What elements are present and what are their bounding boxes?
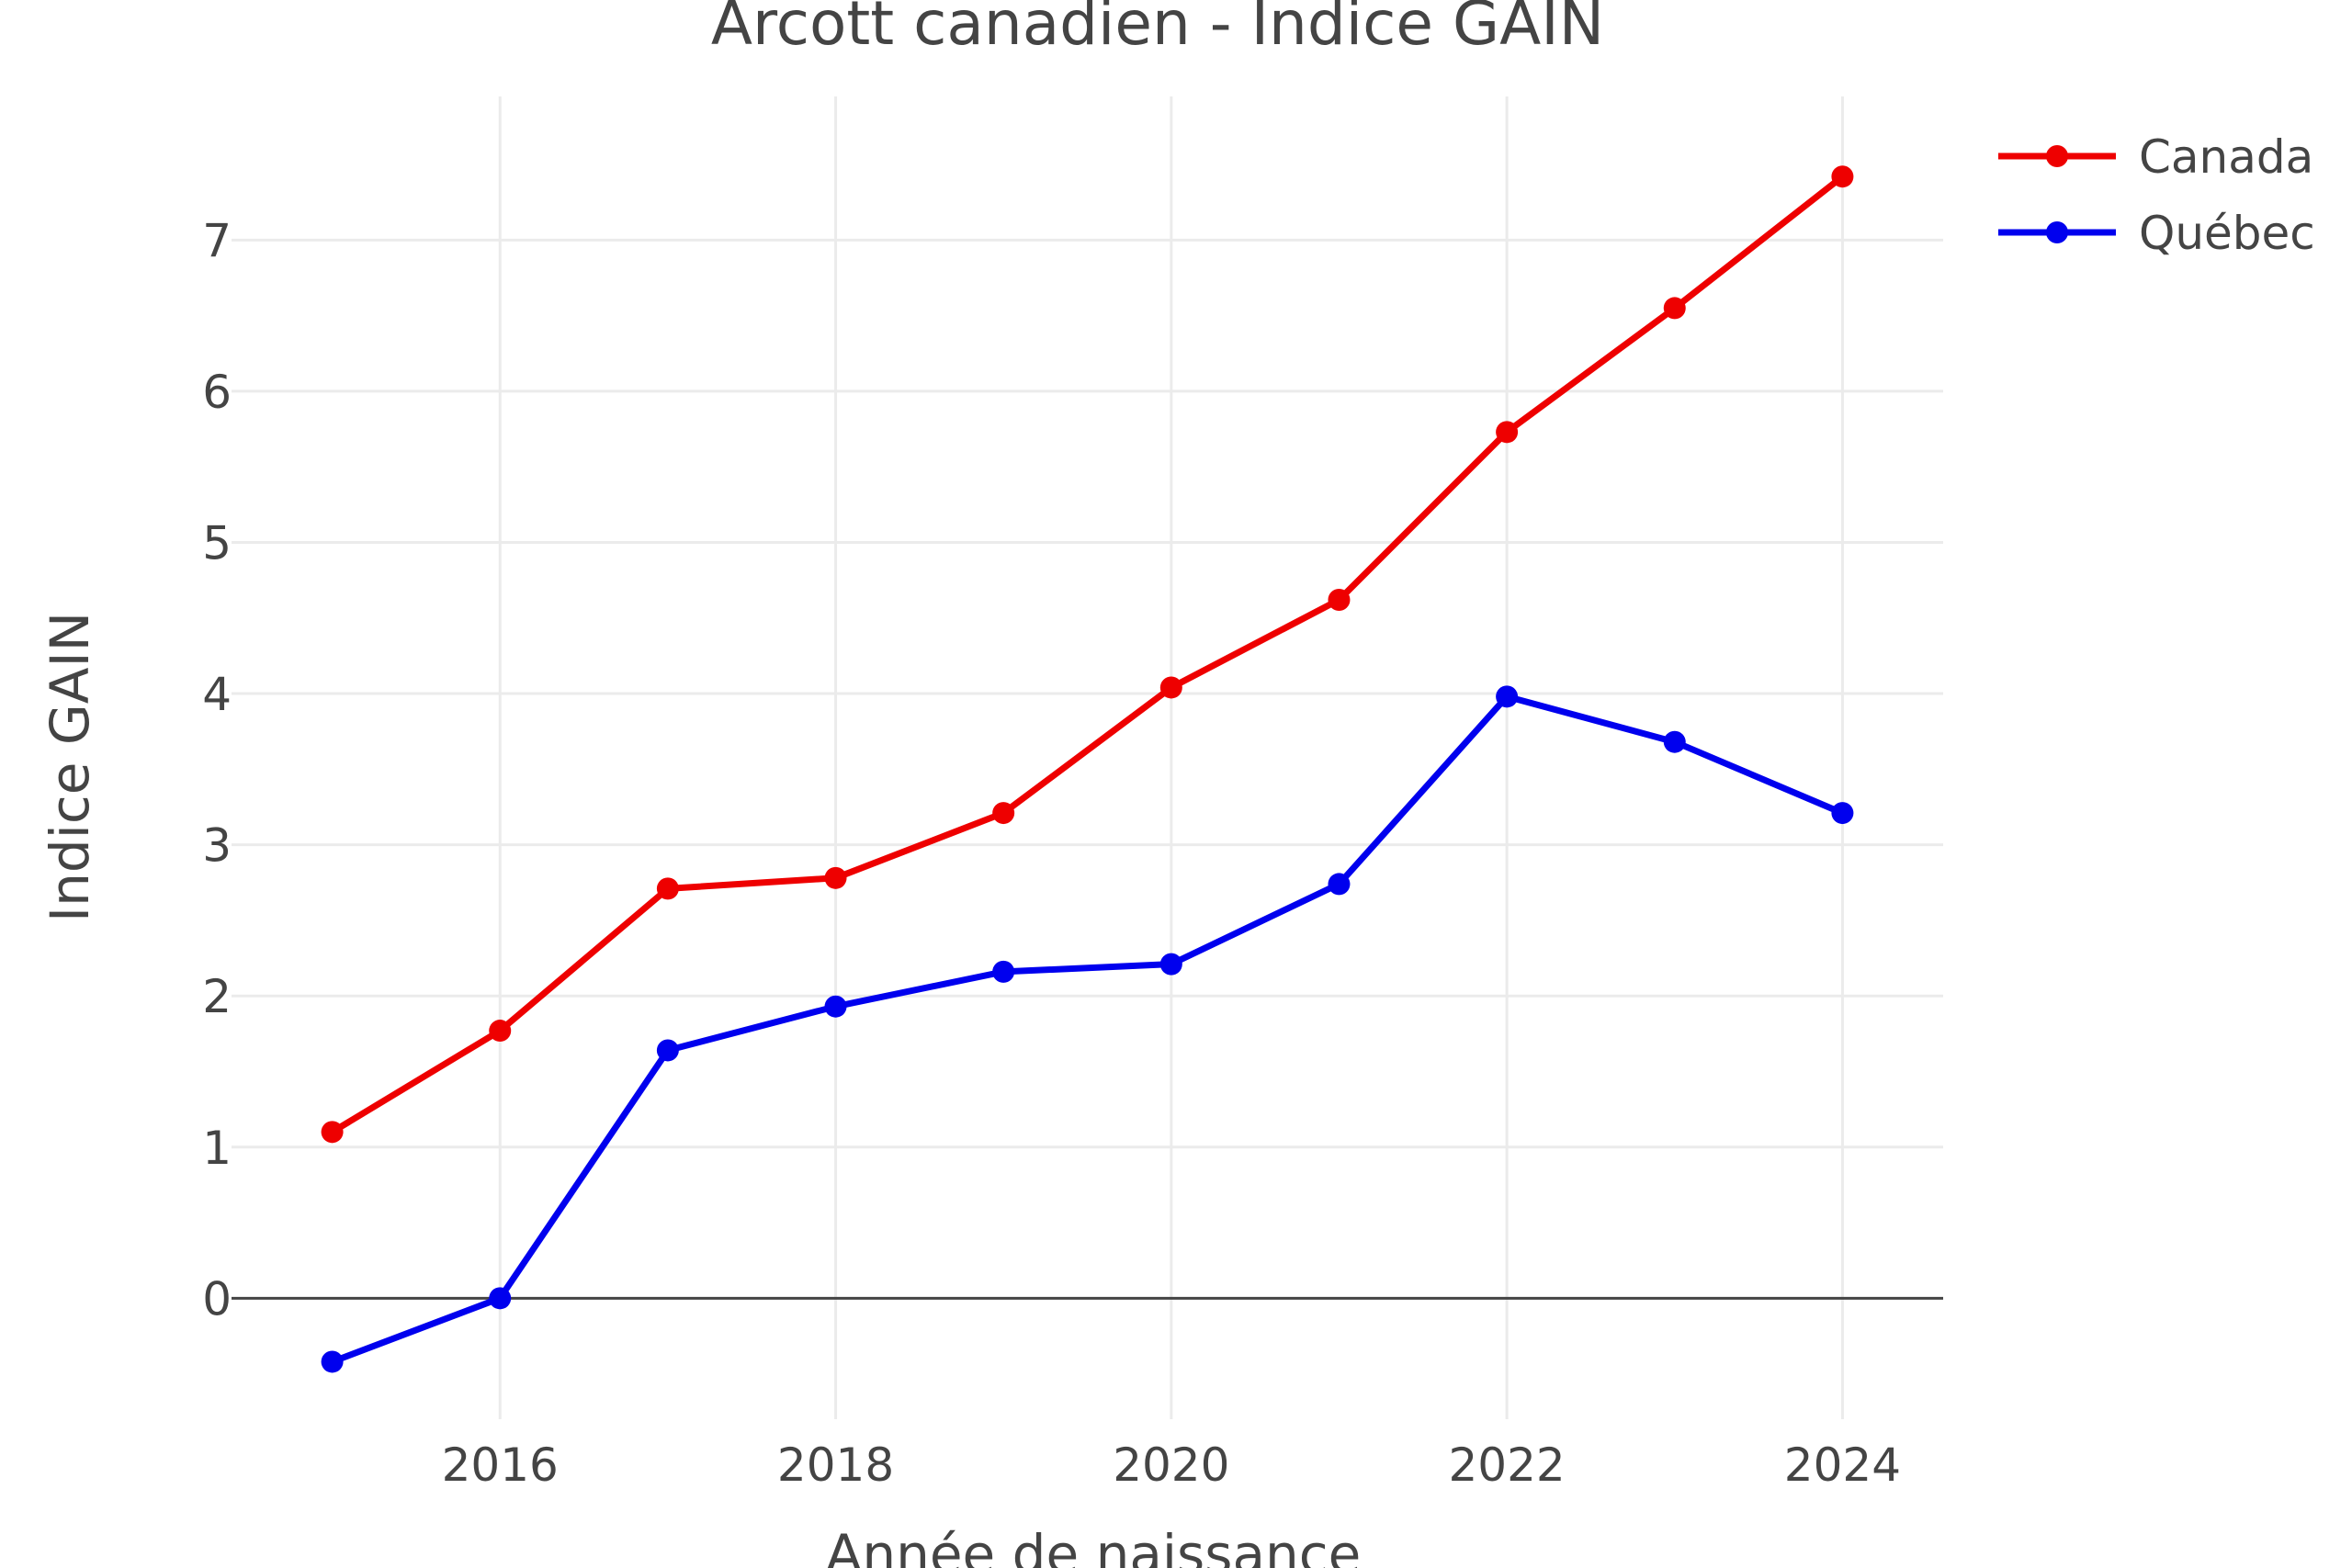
axes: 2016 2018 2020 2022 2024 0 1 2 3 4 5 6 7: [202, 214, 1943, 1492]
legend-item-quebec[interactable]: Québec: [1998, 207, 2315, 260]
data-point-canada[interactable]: [992, 802, 1015, 825]
data-point-canada[interactable]: [1831, 165, 1854, 188]
y-tick-label: 6: [202, 366, 232, 419]
data-point-quebec[interactable]: [321, 1350, 344, 1373]
data-point-canada[interactable]: [656, 877, 679, 900]
data-point-quebec[interactable]: [1496, 685, 1519, 708]
y-tick-label: 3: [202, 819, 232, 873]
x-tick-label: 2018: [777, 1438, 894, 1492]
series-canada: [321, 165, 1854, 1144]
legend-marker: [2046, 145, 2068, 167]
x-tick-label: 2016: [442, 1438, 559, 1492]
legend-label: Canada: [2139, 130, 2313, 184]
y-axis-title: Indice GAIN: [39, 612, 101, 922]
data-point-canada[interactable]: [1496, 421, 1519, 444]
data-point-quebec[interactable]: [1159, 953, 1182, 976]
data-point-quebec[interactable]: [824, 995, 847, 1018]
legend-label: Québec: [2139, 207, 2315, 260]
series-line-canada: [329, 173, 1846, 1135]
data-point-quebec[interactable]: [992, 960, 1015, 983]
series-line-quebec: [329, 693, 1846, 1365]
y-tick-label: 7: [202, 214, 232, 267]
x-axis-title: Année de naissance: [826, 1523, 1362, 1568]
data-point-canada[interactable]: [1328, 589, 1351, 612]
legend-marker: [2046, 221, 2068, 243]
y-tick-label: 5: [202, 516, 232, 570]
y-tick-label: 0: [202, 1272, 232, 1325]
legend-item-canada[interactable]: Canada: [1998, 130, 2313, 184]
series-quebec: [321, 685, 1854, 1373]
legend[interactable]: Canada Québec: [1998, 130, 2315, 260]
data-point-canada[interactable]: [1663, 297, 1686, 320]
x-tick-label: 2020: [1113, 1438, 1229, 1492]
grid: [232, 96, 1943, 1419]
data-point-canada[interactable]: [489, 1020, 512, 1043]
data-point-canada[interactable]: [321, 1121, 344, 1144]
x-tick-label: 2022: [1448, 1438, 1565, 1492]
data-point-quebec[interactable]: [489, 1287, 512, 1310]
chart-title: Arcott canadien - Indice GAIN: [711, 0, 1604, 59]
series-group: [321, 165, 1854, 1373]
data-point-canada[interactable]: [1159, 676, 1182, 699]
data-point-quebec[interactable]: [1831, 802, 1854, 825]
y-tick-label: 1: [202, 1122, 232, 1175]
y-tick-label: 4: [202, 668, 232, 721]
data-point-canada[interactable]: [824, 866, 847, 889]
data-point-quebec[interactable]: [1663, 730, 1686, 753]
data-point-quebec[interactable]: [1328, 873, 1351, 896]
y-tick-label: 2: [202, 970, 232, 1023]
x-tick-label: 2024: [1784, 1438, 1901, 1492]
data-point-quebec[interactable]: [656, 1039, 679, 1062]
